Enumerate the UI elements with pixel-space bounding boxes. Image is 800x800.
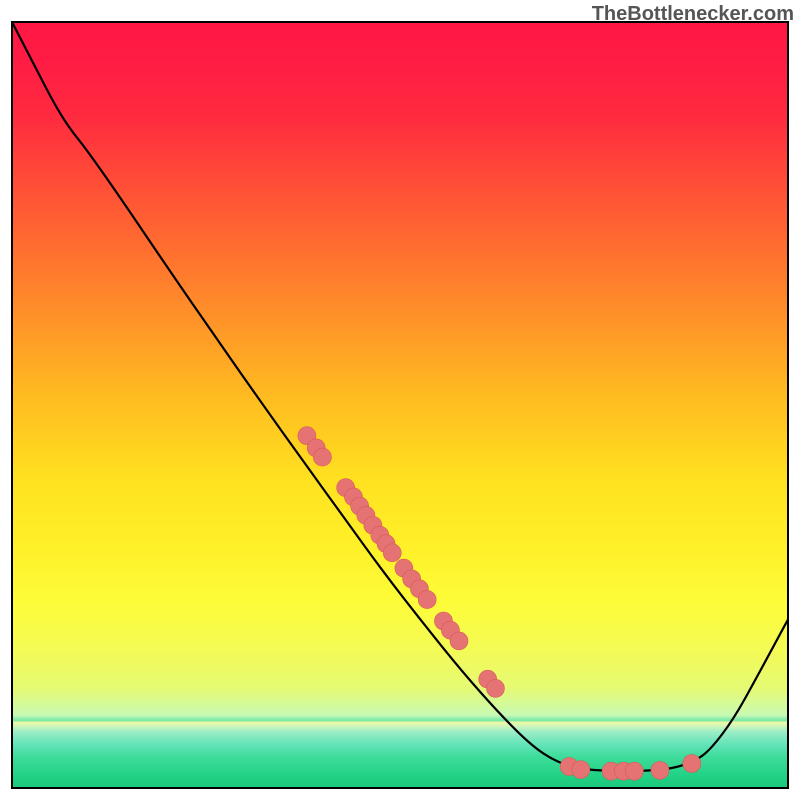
chart-background-gradient	[0, 0, 800, 800]
watermark-text: TheBottlenecker.com	[592, 3, 794, 26]
chart-container: TheBottlenecker.com	[0, 0, 800, 800]
